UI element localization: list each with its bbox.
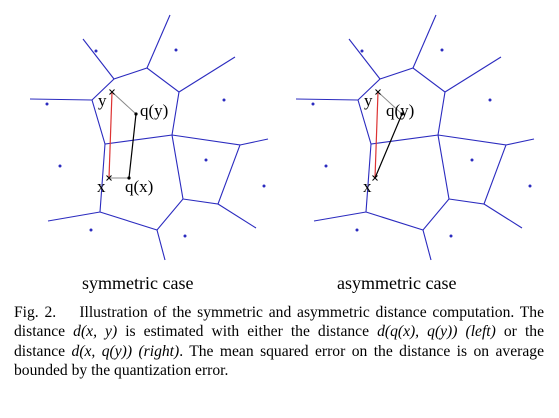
label-qy: q(y) xyxy=(140,101,168,120)
label-x: x xyxy=(97,177,106,196)
query-link-y xyxy=(377,91,403,115)
math-d-qx-qy: d(q(x), q(y)) xyxy=(377,323,458,341)
point-markers xyxy=(106,89,138,181)
label-y: y xyxy=(364,91,373,110)
voronoi-cell-edges xyxy=(295,14,535,261)
caption-text-3: or the distance xyxy=(14,323,544,360)
label-qx: q(x) xyxy=(125,177,153,196)
figure-label: Fig. 2. xyxy=(14,304,57,321)
query-link-y xyxy=(111,91,137,115)
caption-text-4: . The mean squared error on the distance… xyxy=(14,342,544,380)
left-note: (left) xyxy=(465,323,496,341)
centroid-dots xyxy=(45,48,266,238)
math-d-x-y: d(x, y) xyxy=(73,323,118,341)
voronoi-cell-edges xyxy=(29,14,269,261)
centroid-dots xyxy=(311,48,532,238)
caption-text-1: Illustration of the symmetric and asymme… xyxy=(14,304,545,341)
symmetric-panel: y q(y) x q(x) xyxy=(29,14,269,261)
label-qy: q(y) xyxy=(386,101,414,120)
caption-text-2: is estimated with either the distance xyxy=(117,323,378,341)
label-y: y xyxy=(98,91,107,110)
approx-distance-line xyxy=(128,113,137,179)
asymmetric-panel: y q(y) x xyxy=(295,14,535,261)
true-distance-line xyxy=(374,91,379,179)
figure-caption: Fig. 2. Illustration of the symmetric an… xyxy=(14,303,544,381)
voronoi-illustration: y q(y) x q(x) xyxy=(29,14,535,261)
approx-distance-line xyxy=(374,113,403,179)
math-d-x-qy: d(x, q(y)) xyxy=(71,342,133,360)
true-distance-line xyxy=(108,91,113,179)
point-markers xyxy=(372,89,404,181)
asymmetric-case-caption: asymmetric case xyxy=(337,273,457,293)
label-x: x xyxy=(363,177,372,196)
right-note: (right) xyxy=(138,342,180,360)
symmetric-case-caption: symmetric case xyxy=(82,273,194,293)
